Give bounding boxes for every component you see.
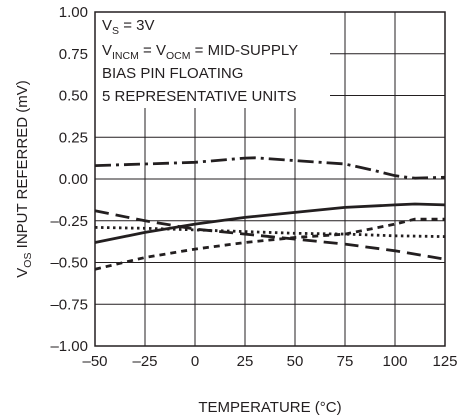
- y-tick-label: 0.50: [59, 88, 88, 105]
- x-tick-label: –50: [82, 353, 107, 370]
- annotation-bias-pin: BIAS PIN FLOATING: [102, 65, 243, 82]
- y-tick-label: 0.75: [59, 46, 88, 63]
- annotation-background: [95, 12, 330, 108]
- y-tick-label: 0.00: [59, 171, 88, 188]
- y-tick-label: –0.50: [50, 255, 88, 272]
- y-tick-labels: 1.00 0.75 0.50 0.25 0.00 –0.25 –0.50 –0.75 –1.00: [50, 4, 88, 355]
- y-tick-label: –0.25: [50, 213, 88, 230]
- y-tick-label: –0.75: [50, 296, 88, 313]
- x-tick-label: 0: [191, 353, 199, 370]
- x-tick-label: 100: [382, 353, 407, 370]
- x-tick-label: 125: [432, 353, 457, 370]
- y-tick-label: –1.00: [50, 338, 88, 355]
- y-tick-label: 1.00: [59, 4, 88, 21]
- x-tick-label: –25: [132, 353, 157, 370]
- annotation-common-mode: VINCM = VOCM = MID-SUPPLY: [102, 42, 298, 62]
- plot-frame: [94, 11, 446, 347]
- x-axis-title: TEMPERATURE (°C): [198, 399, 341, 416]
- x-tick-label: 50: [287, 353, 304, 370]
- series-line-dotted: [94, 226, 446, 238]
- y-tick-label: 0.25: [59, 129, 88, 146]
- x-tick-label: 75: [337, 353, 354, 370]
- x-tick-label: 25: [237, 353, 254, 370]
- series-line-long-dash: [94, 209, 446, 261]
- x-tick-labels: –50 –25 0 25 50 75 100 125: [82, 353, 457, 370]
- annotation-supply: VS = 3V: [102, 17, 154, 37]
- series-line-dash-dot: [94, 156, 446, 180]
- annotation-units: 5 REPRESENTATIVE UNITS: [102, 88, 296, 105]
- series-line-short-dash: [94, 217, 445, 271]
- y-axis-title: VOS INPUT REFERRED (mV): [14, 80, 34, 277]
- series-group: [94, 156, 446, 271]
